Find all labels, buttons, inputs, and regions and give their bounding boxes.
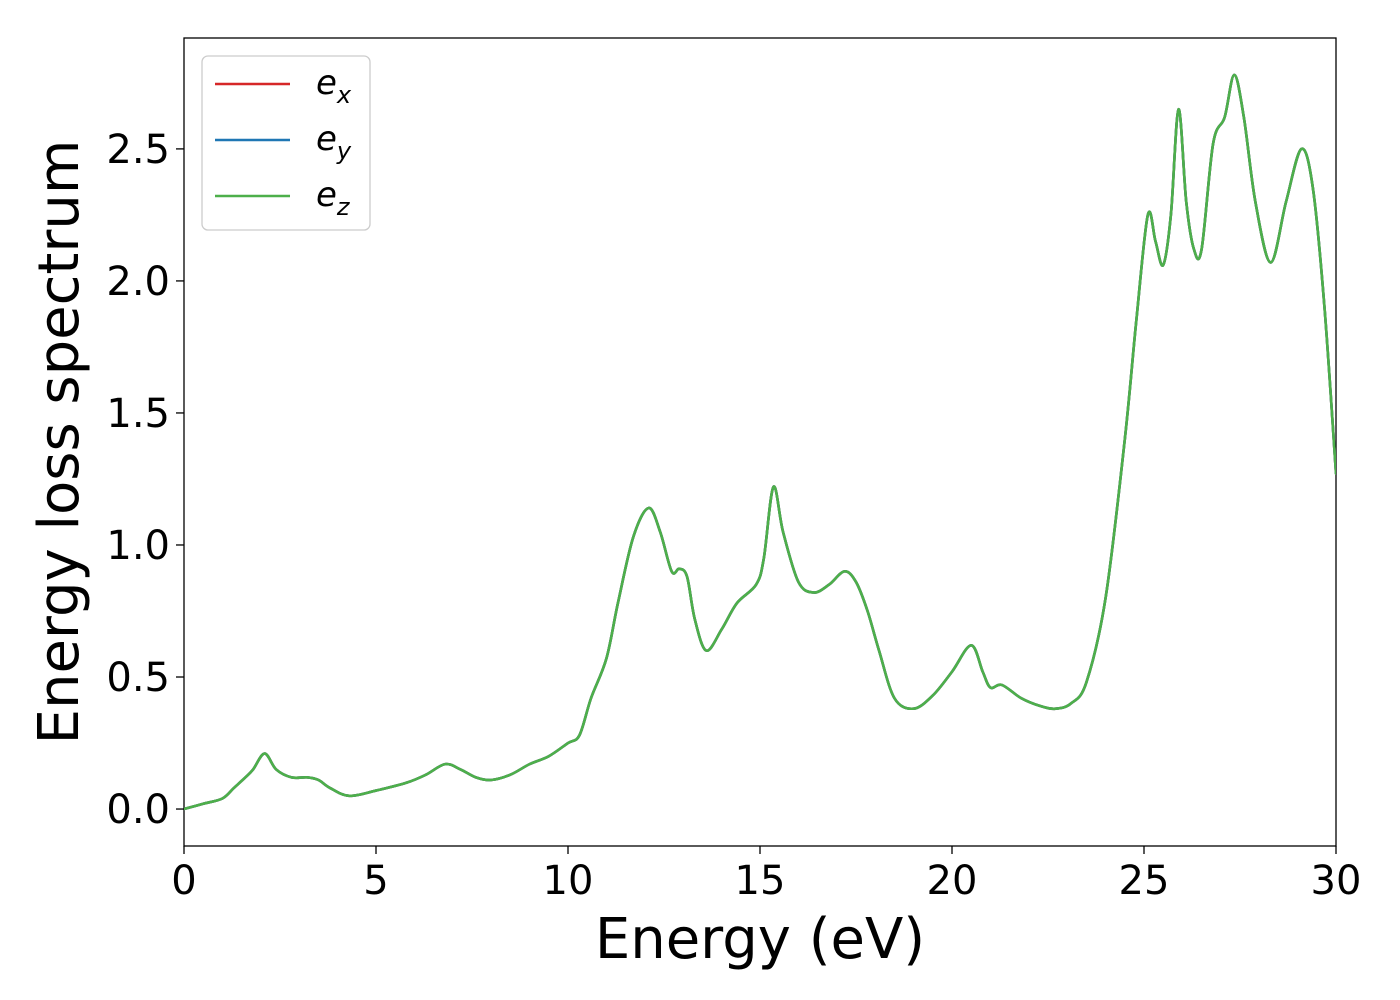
x-axis: 0 5 10 15 20 25 30 [171, 846, 1361, 904]
x-tick-label: 25 [1119, 858, 1170, 904]
legend-label-base: e [316, 119, 337, 159]
x-axis-label: Energy (eV) [595, 907, 925, 972]
y-axis-label: Energy loss spectrum [27, 140, 92, 745]
y-tick-label: 1.0 [106, 523, 170, 569]
legend-label: ex [316, 63, 352, 109]
x-tick-label: 5 [363, 858, 388, 904]
x-tick-label: 30 [1311, 858, 1362, 904]
y-tick-label: 0.0 [106, 787, 170, 833]
x-tick-label: 0 [171, 858, 196, 904]
y-tick-label: 0.5 [106, 655, 170, 701]
legend-label: ez [316, 175, 351, 221]
y-tick-label: 2.5 [106, 127, 170, 173]
legend-label-base: e [316, 63, 337, 103]
x-tick-label: 10 [543, 858, 594, 904]
x-tick-label: 15 [735, 858, 786, 904]
series-line-ez [184, 73, 1336, 811]
y-tick-label: 1.5 [106, 391, 170, 437]
y-tick-label: 2.0 [106, 259, 170, 305]
legend-label: ey [316, 119, 352, 165]
legend-label-subscript: z [336, 193, 351, 221]
legend-box [201, 55, 371, 231]
y-axis: 0.0 0.5 1.0 1.5 2.0 2.5 [106, 127, 184, 833]
legend-label-base: e [316, 175, 337, 215]
x-tick-label: 20 [927, 858, 978, 904]
legend-label-subscript: x [336, 81, 352, 109]
series-layer [184, 73, 1336, 811]
legend-label-subscript: y [336, 137, 352, 165]
